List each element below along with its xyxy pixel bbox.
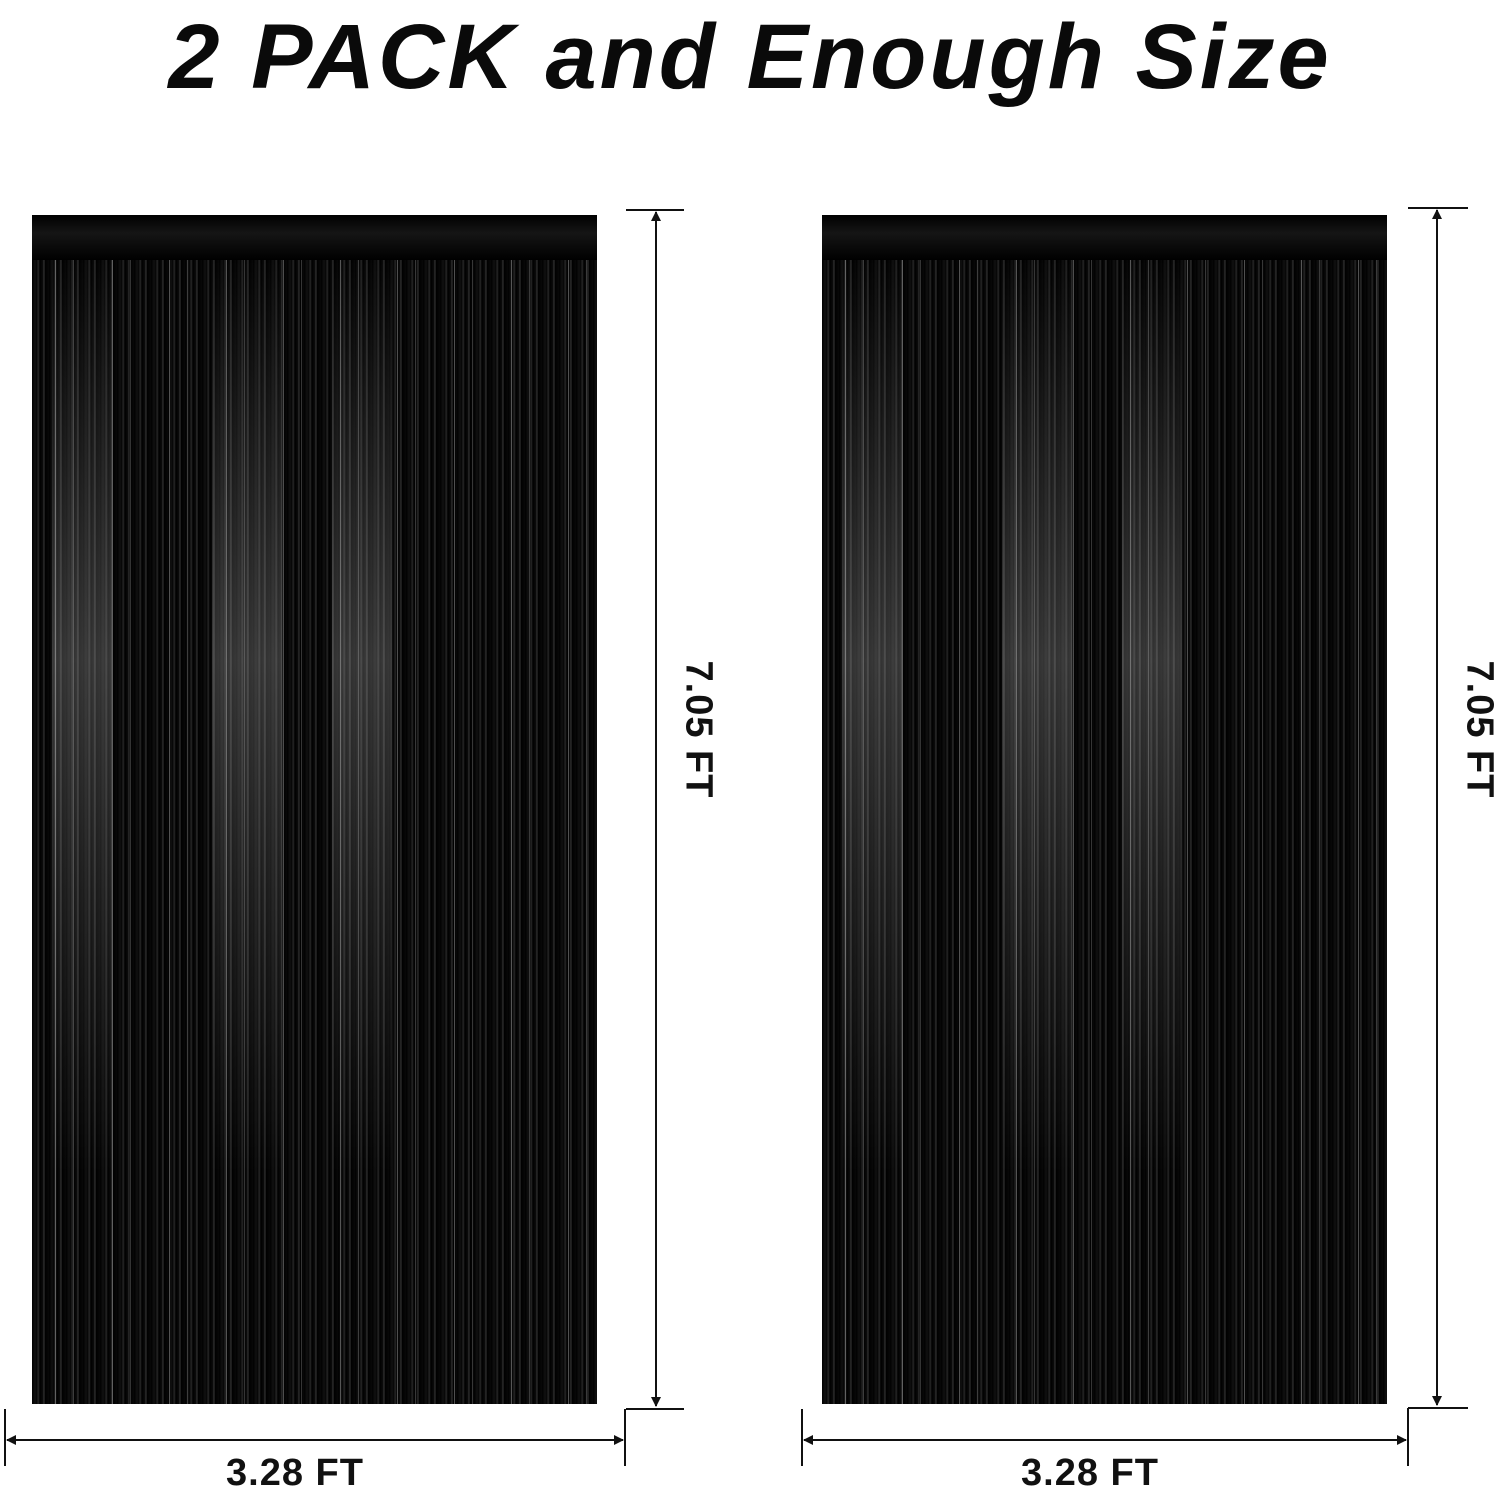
height-label-right: 7.05 FT xyxy=(1458,580,1500,880)
width-label-left: 3.28 FT xyxy=(145,1452,445,1495)
height-label-left: 7.05 FT xyxy=(677,580,720,880)
width-label-right: 3.28 FT xyxy=(940,1452,1240,1495)
